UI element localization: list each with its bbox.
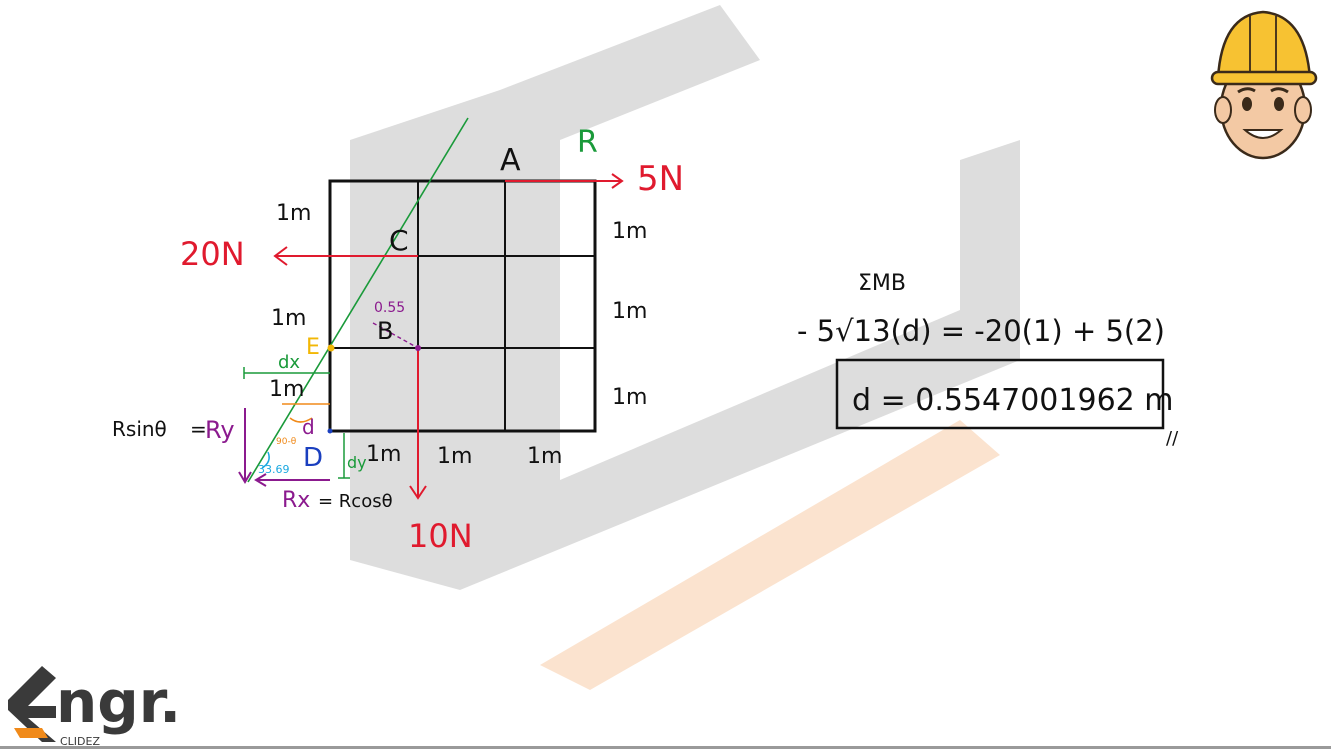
ry-equals: = bbox=[190, 417, 207, 441]
force-5n-arrow bbox=[505, 173, 624, 189]
logo-text: ngr. bbox=[56, 668, 181, 736]
logo-mark bbox=[8, 666, 56, 742]
ry-arrow bbox=[238, 408, 252, 484]
dy-dimension bbox=[338, 433, 350, 479]
answer-box bbox=[835, 358, 1165, 430]
point-a-label: A bbox=[500, 143, 521, 178]
logo-subtext: CLIDEZ bbox=[60, 735, 100, 748]
dx-dimension bbox=[243, 367, 330, 379]
ry-symbol: Ry bbox=[205, 416, 235, 444]
rx-symbol: Rx bbox=[282, 488, 310, 513]
angle-degree-label: 33.69 bbox=[258, 463, 290, 476]
dim-bottom-2: 1m bbox=[437, 444, 472, 469]
dim-left-top: 1m bbox=[276, 201, 311, 226]
point-c-label: C bbox=[389, 224, 409, 257]
resultant-label: R bbox=[577, 125, 598, 160]
force-5n-label: 5N bbox=[637, 159, 684, 199]
engineer-avatar bbox=[1210, 10, 1318, 160]
dim-bottom-1: 1m bbox=[366, 442, 401, 467]
bottom-rule bbox=[0, 746, 1331, 749]
force-20n-label: 20N bbox=[180, 235, 245, 273]
perp-length-label: 0.55 bbox=[374, 300, 405, 316]
angle-arc bbox=[261, 451, 270, 469]
resultant-line bbox=[247, 117, 469, 483]
point-e-label: E bbox=[306, 335, 320, 360]
dim-bottom-3: 1m bbox=[527, 444, 562, 469]
dx-label: dx bbox=[278, 352, 300, 373]
point-e-dot bbox=[327, 344, 335, 352]
dim-left-mid: 1m bbox=[271, 306, 306, 331]
dim-right-mid: 1m bbox=[612, 299, 647, 324]
answer-value: d = 0.5547001962 m bbox=[852, 383, 1174, 418]
point-b-dot bbox=[415, 345, 421, 351]
force-20n-arrow bbox=[273, 246, 418, 266]
answer-check: // bbox=[1166, 428, 1179, 449]
dim-right-top: 1m bbox=[612, 219, 647, 244]
dim-right-low: 1m bbox=[612, 385, 647, 410]
rx-equals: = Rcosθ bbox=[318, 491, 393, 512]
dim-left-low: 1m bbox=[269, 377, 304, 402]
point-d-label: D bbox=[303, 443, 323, 473]
angle-complement-label: 90-θ bbox=[276, 437, 297, 447]
rx-arrow bbox=[254, 473, 330, 487]
moment-equation: - 5√13(d) = -20(1) + 5(2) bbox=[797, 314, 1165, 348]
perpendicular-d bbox=[372, 322, 419, 349]
angle-construction bbox=[282, 403, 330, 423]
moment-heading: ΣMB bbox=[858, 271, 906, 296]
point-d-dot bbox=[327, 428, 333, 434]
force-10n-arrow bbox=[409, 348, 427, 500]
watermark-logo bbox=[350, 5, 1020, 690]
ry-label: Rsinθ bbox=[112, 417, 167, 441]
point-b-label: B bbox=[377, 317, 393, 345]
d-label: d bbox=[302, 415, 315, 439]
force-10n-label: 10N bbox=[408, 517, 473, 555]
dy-label: dy bbox=[347, 453, 367, 472]
